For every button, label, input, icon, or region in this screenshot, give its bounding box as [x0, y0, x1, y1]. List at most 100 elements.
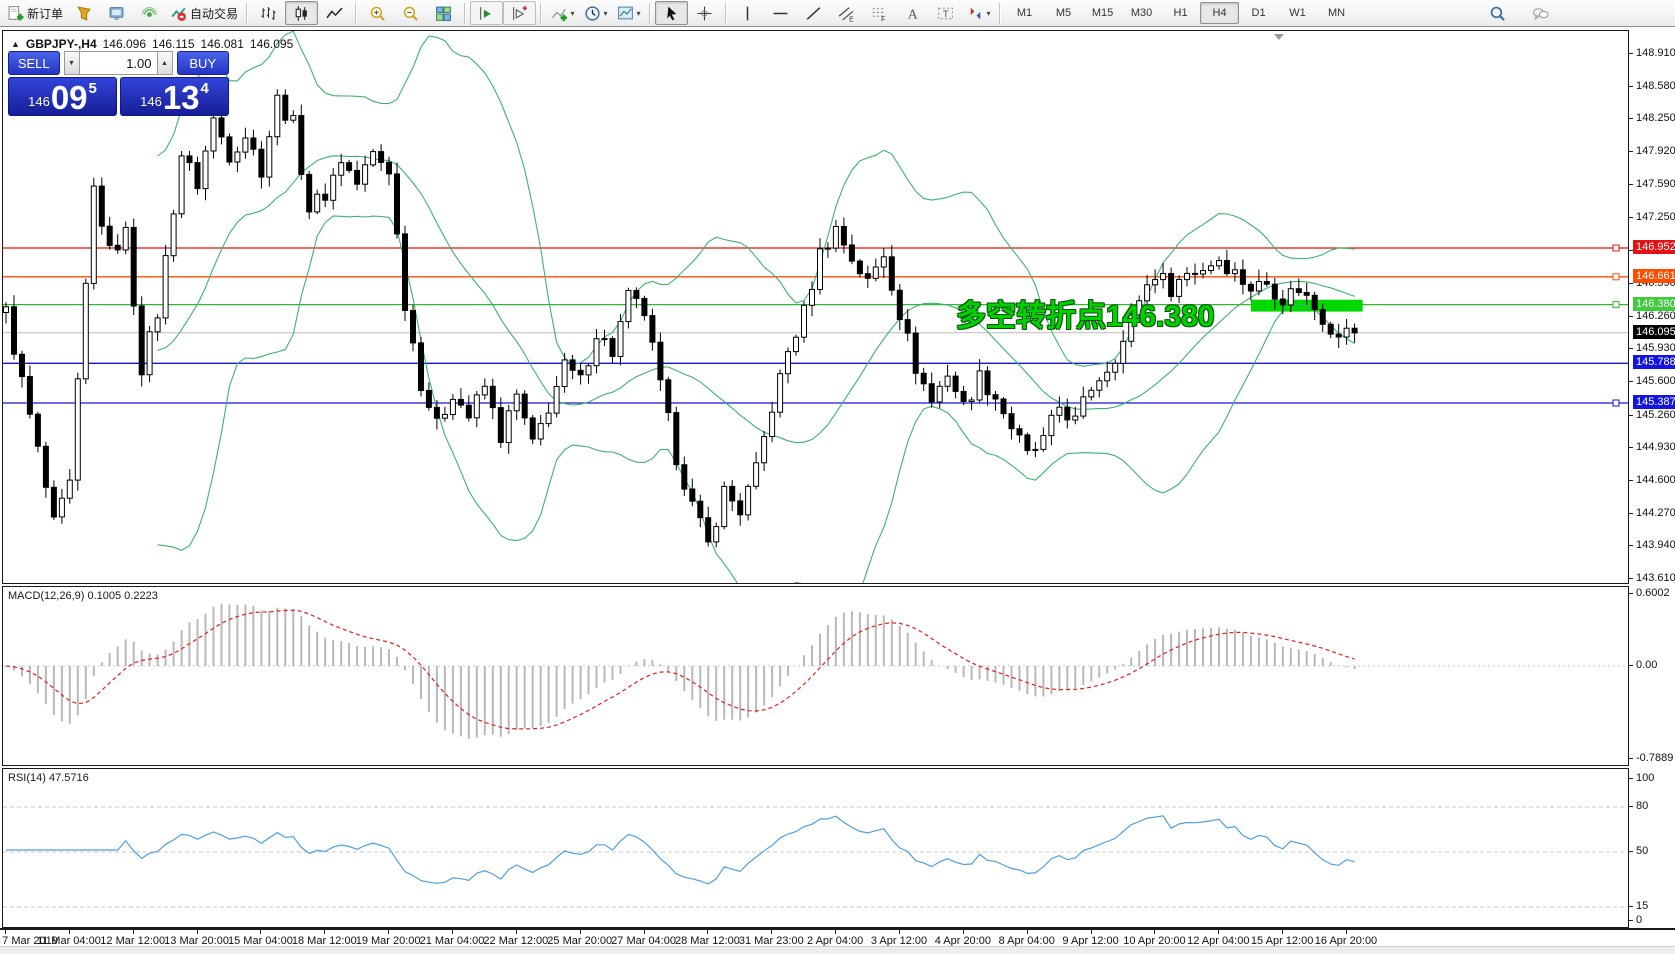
macd-canvas[interactable]	[3, 587, 1628, 765]
timeframe-h1-button[interactable]: H1	[1173, 7, 1188, 19]
time-tick-label: 21 Mar 04:00	[419, 935, 485, 947]
time-tick-label: 11 Mar 04:00	[36, 935, 101, 947]
time-tick	[1090, 930, 1092, 934]
sell-button[interactable]: SELL	[8, 51, 60, 75]
chart-window[interactable]: ▲ GBPJPY-,H4 146.096 146.115 146.081 146…	[0, 28, 1675, 955]
price-tick-label: 146.260	[1636, 309, 1675, 322]
crosshair-button[interactable]	[688, 1, 721, 25]
line-handle[interactable]	[1612, 273, 1620, 281]
main-chart-panel[interactable]: ▲ GBPJPY-,H4 146.096 146.115 146.081 146…	[2, 30, 1629, 584]
signals-button[interactable]	[133, 1, 166, 25]
new-order-icon	[8, 5, 24, 20]
axis-tick	[1629, 806, 1633, 807]
volume-increase-button[interactable]: ▲	[156, 51, 173, 75]
macd-indicator-panel[interactable]: MACD(12,26,9) 0.1005 0.2223	[2, 586, 1629, 766]
axis-tick	[1629, 118, 1633, 120]
timeframe-d1-button[interactable]: D1	[1251, 7, 1266, 19]
volume-decrease-button[interactable]: ▼	[63, 51, 80, 75]
vertical-line-button[interactable]	[731, 1, 764, 25]
cursor-button[interactable]	[655, 1, 689, 25]
candle-chart-button[interactable]	[285, 1, 319, 25]
auto-scroll-button[interactable]	[470, 1, 504, 25]
dropdown-arrow-icon[interactable]: ▾	[570, 8, 575, 18]
metaeditor-icon	[109, 6, 124, 20]
chat-button[interactable]	[1524, 1, 1557, 25]
rsi-canvas[interactable]	[3, 769, 1628, 927]
timeframe-w1-button[interactable]: W1	[1289, 7, 1306, 19]
price-tick-label: 143.940	[1636, 539, 1675, 552]
arrows-button[interactable]: ▾	[962, 1, 995, 25]
channel-icon: E	[838, 6, 854, 22]
toolbar-separator	[355, 2, 358, 24]
zoom-in-button[interactable]	[361, 1, 394, 25]
svg-text:E: E	[849, 16, 854, 22]
indicators-button[interactable]: ▾	[546, 1, 579, 25]
rsi-tick-label: 50	[1636, 845, 1649, 857]
axis-tick	[1629, 380, 1633, 382]
dropdown-arrow-icon[interactable]: ▾	[636, 8, 641, 18]
templates-button[interactable]: ▾	[612, 1, 645, 25]
search-button[interactable]	[1481, 1, 1514, 25]
text-label-button[interactable]: T	[929, 1, 962, 25]
line-chart-button[interactable]	[318, 1, 351, 25]
candlestick-chart-canvas[interactable]	[3, 31, 1628, 583]
price-axis[interactable]: 148.910 148.580 148.250 147.920 147.590 147.2…	[1629, 28, 1675, 928]
new-order-button[interactable]: 新订单	[3, 1, 67, 25]
zoom-in-icon	[370, 6, 385, 21]
horizontal-line-button[interactable]	[764, 1, 797, 25]
axis-tick	[1629, 593, 1633, 594]
line-handle[interactable]	[1612, 301, 1620, 309]
bar-chart-button[interactable]	[252, 1, 285, 25]
templates-icon	[617, 6, 633, 19]
ohlc-high: 146.115	[152, 37, 195, 51]
axis-tick	[1629, 151, 1633, 153]
autotrading-button[interactable]: 自动交易	[166, 1, 242, 25]
vertical-line-icon	[746, 6, 749, 20]
price-tag-145.788: 145.788	[1633, 355, 1675, 370]
dropdown-arrow-icon[interactable]: ▾	[986, 8, 991, 18]
volume-input[interactable]: 1.00	[79, 51, 157, 75]
market-button[interactable]	[67, 1, 100, 25]
ask-price-display[interactable]: 146 13 4	[120, 77, 229, 116]
axis-tick	[1629, 512, 1633, 514]
macd-label: MACD(12,26,9) 0.1005 0.2223	[8, 590, 158, 602]
zoom-out-button[interactable]	[394, 1, 427, 25]
time-tick-label: 10 Apr 20:00	[1123, 935, 1186, 947]
timeframe-m1-button[interactable]: M1	[1016, 7, 1033, 19]
chart-shift-button[interactable]	[503, 1, 537, 25]
timeframe-m15-button[interactable]: M15	[1091, 7, 1114, 19]
bid-price-display[interactable]: 146 09 5	[8, 77, 117, 116]
buy-button[interactable]: BUY	[176, 51, 229, 75]
line-handle[interactable]	[1612, 244, 1620, 252]
market-icon	[77, 5, 91, 21]
metaeditor-button[interactable]	[100, 1, 133, 25]
time-tick-label: 2 Apr 04:00	[807, 935, 864, 947]
collapse-panel-icon[interactable]: ▲	[11, 39, 20, 49]
line-handle[interactable]	[1612, 399, 1620, 407]
tile-windows-button[interactable]	[427, 1, 460, 25]
line-chart-icon	[326, 7, 343, 18]
time-tick	[643, 930, 645, 934]
dropdown-arrow-icon[interactable]: ▾	[603, 8, 608, 18]
zoom-out-icon	[403, 6, 418, 21]
timeframe-m30-button[interactable]: M30	[1130, 7, 1153, 19]
time-tick	[707, 930, 709, 934]
cursor-icon	[667, 6, 677, 20]
trendline-button[interactable]	[797, 1, 830, 25]
timeframe-h4-button[interactable]: H4	[1200, 2, 1240, 24]
chart-text-annotation[interactable]: 多空转折点146.380	[956, 300, 1215, 333]
time-tick-label: 9 Apr 12:00	[1062, 935, 1119, 947]
horizontal-line-icon	[773, 12, 788, 14]
timeframe-mn-button[interactable]: MN	[1327, 7, 1346, 19]
text-button[interactable]: A	[896, 1, 929, 25]
timeframe-m5-button[interactable]: M5	[1055, 7, 1072, 19]
rsi-indicator-panel[interactable]: RSI(14) 47.5716	[2, 768, 1629, 928]
chart-shift-marker[interactable]	[1274, 34, 1284, 40]
fibonacci-button[interactable]: F	[863, 1, 896, 25]
macd-histogram	[13, 603, 1356, 739]
bar-chart-icon	[261, 6, 276, 20]
price-tick-label: 144.270	[1636, 506, 1675, 519]
one-click-trade-panel: SELL ▼ 1.00 ▲ BUY 146 09 5 146 13 4	[8, 51, 229, 116]
periods-button[interactable]: ▾	[579, 1, 612, 25]
channel-button[interactable]: E	[830, 1, 863, 25]
